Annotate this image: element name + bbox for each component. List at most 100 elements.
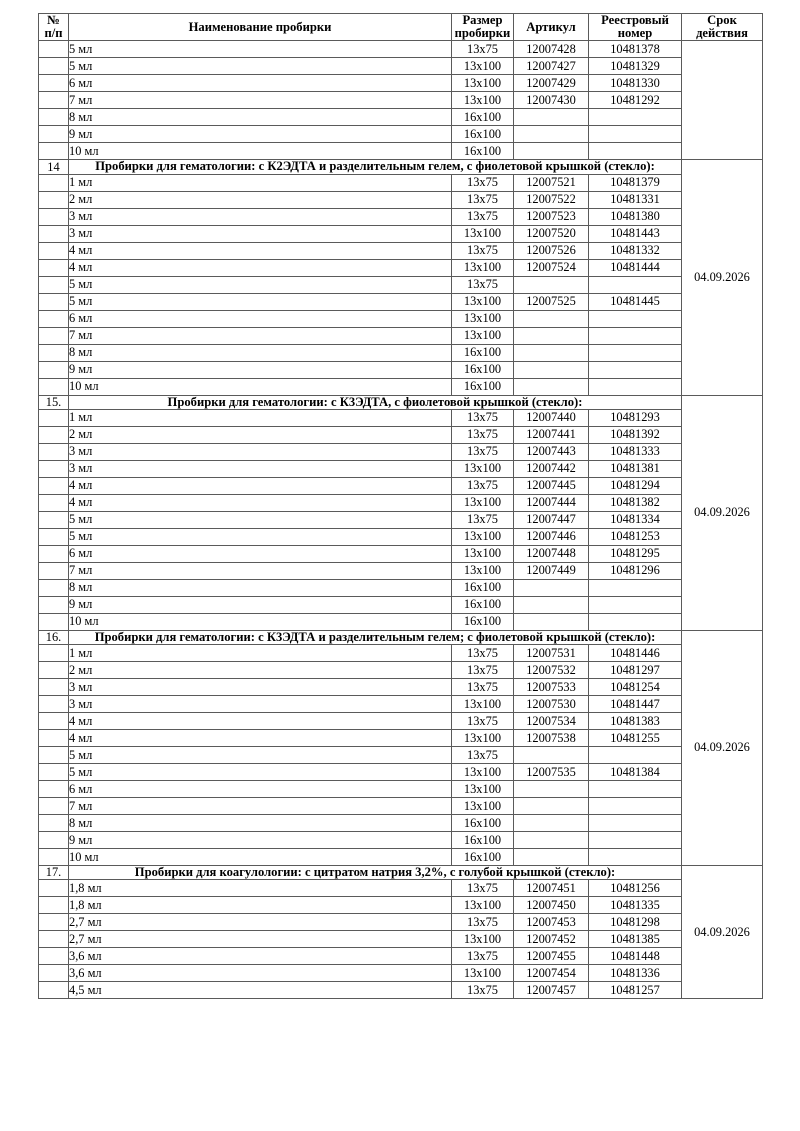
table-row: 2 мл 13х75 12007532 10481297 [38, 661, 763, 680]
registry-number-cell: 10481257 [588, 981, 682, 1000]
article-cell: 12007530 [513, 695, 589, 714]
tube-name-cell: 5 мл [68, 763, 452, 782]
tube-name-cell: 6 мл [68, 780, 452, 799]
registry-number-cell: 10481295 [588, 544, 682, 563]
row-number-cell [38, 964, 69, 983]
tube-name-cell: 8 мл [68, 343, 452, 362]
column-header-name: Наименование пробирки [68, 12, 452, 42]
row-number-cell [38, 309, 69, 328]
article-cell: 12007534 [513, 712, 589, 731]
table-row: 3 мл 13х100 12007520 10481443 [38, 224, 763, 243]
article-cell: 12007445 [513, 476, 589, 495]
table-row: 4 мл 13х75 12007534 10481383 [38, 712, 763, 731]
registry-number-cell: 10481443 [588, 224, 682, 243]
article-cell: 12007522 [513, 190, 589, 209]
registry-number-cell [588, 797, 682, 816]
tube-size-cell: 13х100 [451, 797, 514, 816]
article-cell [513, 612, 589, 631]
tube-name-cell: 5 мл [68, 57, 452, 76]
tube-size-cell: 16х100 [451, 612, 514, 631]
tube-size-cell: 13х100 [451, 896, 514, 915]
tube-name-cell: 3 мл [68, 224, 452, 243]
registry-number-cell: 10481392 [588, 425, 682, 444]
tube-size-cell: 13х100 [451, 763, 514, 782]
article-cell: 12007453 [513, 913, 589, 932]
table-row: 9 мл 16х100 [38, 125, 763, 144]
article-cell [513, 848, 589, 867]
tube-size-cell: 13х100 [451, 309, 514, 328]
table-row: 1,8 мл 13х75 12007451 10481256 [38, 879, 763, 898]
article-cell: 12007440 [513, 408, 589, 427]
row-number-cell [38, 612, 69, 631]
table-row: 4 мл 13х100 12007444 10481382 [38, 493, 763, 512]
registry-number-cell: 10481445 [588, 292, 682, 311]
row-number-cell [38, 108, 69, 127]
section-title-cell: Пробирки для гематологии: с К3ЭДТА, с фи… [68, 394, 682, 410]
table-row: 3 мл 13х75 12007533 10481254 [38, 678, 763, 697]
registry-number-cell [588, 142, 682, 161]
registry-number-cell [588, 326, 682, 345]
table-row: 7 мл 13х100 [38, 797, 763, 816]
tube-size-cell: 13х75 [451, 442, 514, 461]
tube-name-cell: 3 мл [68, 459, 452, 478]
section-title-cell: Пробирки для коагулологии: с цитратом на… [68, 865, 682, 881]
row-number-cell [38, 408, 69, 427]
column-header-term: Срок действия [681, 12, 763, 42]
table-row: 7 мл 13х100 [38, 326, 763, 345]
article-cell: 12007535 [513, 763, 589, 782]
tube-catalog-table: № п/п Наименование пробирки Размер проби… [38, 12, 763, 1000]
tube-name-cell: 4 мл [68, 476, 452, 495]
tube-name-cell: 1 мл [68, 408, 452, 427]
tube-size-cell: 16х100 [451, 848, 514, 867]
section-title-cell: Пробирки для гематологии: с К3ЭДТА и раз… [68, 629, 682, 646]
row-number-cell [38, 207, 69, 226]
tube-size-cell: 13х100 [451, 729, 514, 748]
row-number-cell [38, 780, 69, 799]
article-cell: 12007429 [513, 74, 589, 93]
tube-size-cell: 13х100 [451, 695, 514, 714]
tube-name-cell: 2,7 мл [68, 930, 452, 949]
article-cell [513, 746, 589, 765]
tube-name-cell: 10 мл [68, 848, 452, 867]
registry-number-cell [588, 595, 682, 614]
table-row: 9 мл 16х100 [38, 831, 763, 850]
tube-name-cell: 8 мл [68, 814, 452, 833]
tube-name-cell: 4 мл [68, 729, 452, 748]
table-body: 5 мл 13х75 12007428 10481378 5 мл 13х100 12007… [38, 40, 763, 1000]
table-row: 1 мл 13х75 12007440 10481293 [38, 408, 763, 427]
article-cell [513, 108, 589, 127]
table-row: 7 мл 13х100 12007449 10481296 [38, 561, 763, 580]
registry-number-cell: 10481331 [588, 190, 682, 209]
row-number-cell [38, 879, 69, 898]
table-row: 8 мл 16х100 [38, 578, 763, 597]
row-number-cell [38, 848, 69, 867]
registry-number-cell: 10481383 [588, 712, 682, 731]
row-number-cell [38, 360, 69, 379]
column-header-number: № п/п [38, 12, 69, 42]
article-cell: 12007531 [513, 644, 589, 663]
tube-size-cell: 13х75 [451, 746, 514, 765]
tube-name-cell: 7 мл [68, 326, 452, 345]
registry-number-cell: 10481330 [588, 74, 682, 93]
section-header-row: 16. Пробирки для гематологии: с К3ЭДТА и … [38, 629, 763, 867]
tube-size-cell: 13х100 [451, 780, 514, 799]
term-cell: 04.09.2026 [681, 159, 763, 396]
registry-number-cell: 10481447 [588, 695, 682, 714]
column-header-size-line2: пробирки [454, 26, 511, 41]
table-row: 6 мл 13х100 [38, 780, 763, 799]
registry-number-cell: 10481293 [588, 408, 682, 427]
table-row: 5 мл 13х75 12007428 10481378 [38, 40, 763, 161]
row-number-cell [38, 729, 69, 748]
row-number-cell [38, 797, 69, 816]
table-header: № п/п Наименование пробирки Размер проби… [38, 12, 763, 42]
tube-name-cell: 2,7 мл [68, 913, 452, 932]
section-header-row: 15. Пробирки для гематологии: с К3ЭДТА, с… [38, 394, 763, 631]
column-header-registry-line1: Реестровый [601, 13, 669, 27]
registry-number-cell [588, 746, 682, 765]
article-cell [513, 125, 589, 144]
tube-size-cell: 16х100 [451, 814, 514, 833]
article-cell: 12007525 [513, 292, 589, 311]
tube-size-cell: 13х100 [451, 224, 514, 243]
registry-number-cell [588, 343, 682, 362]
tube-name-cell: 8 мл [68, 108, 452, 127]
